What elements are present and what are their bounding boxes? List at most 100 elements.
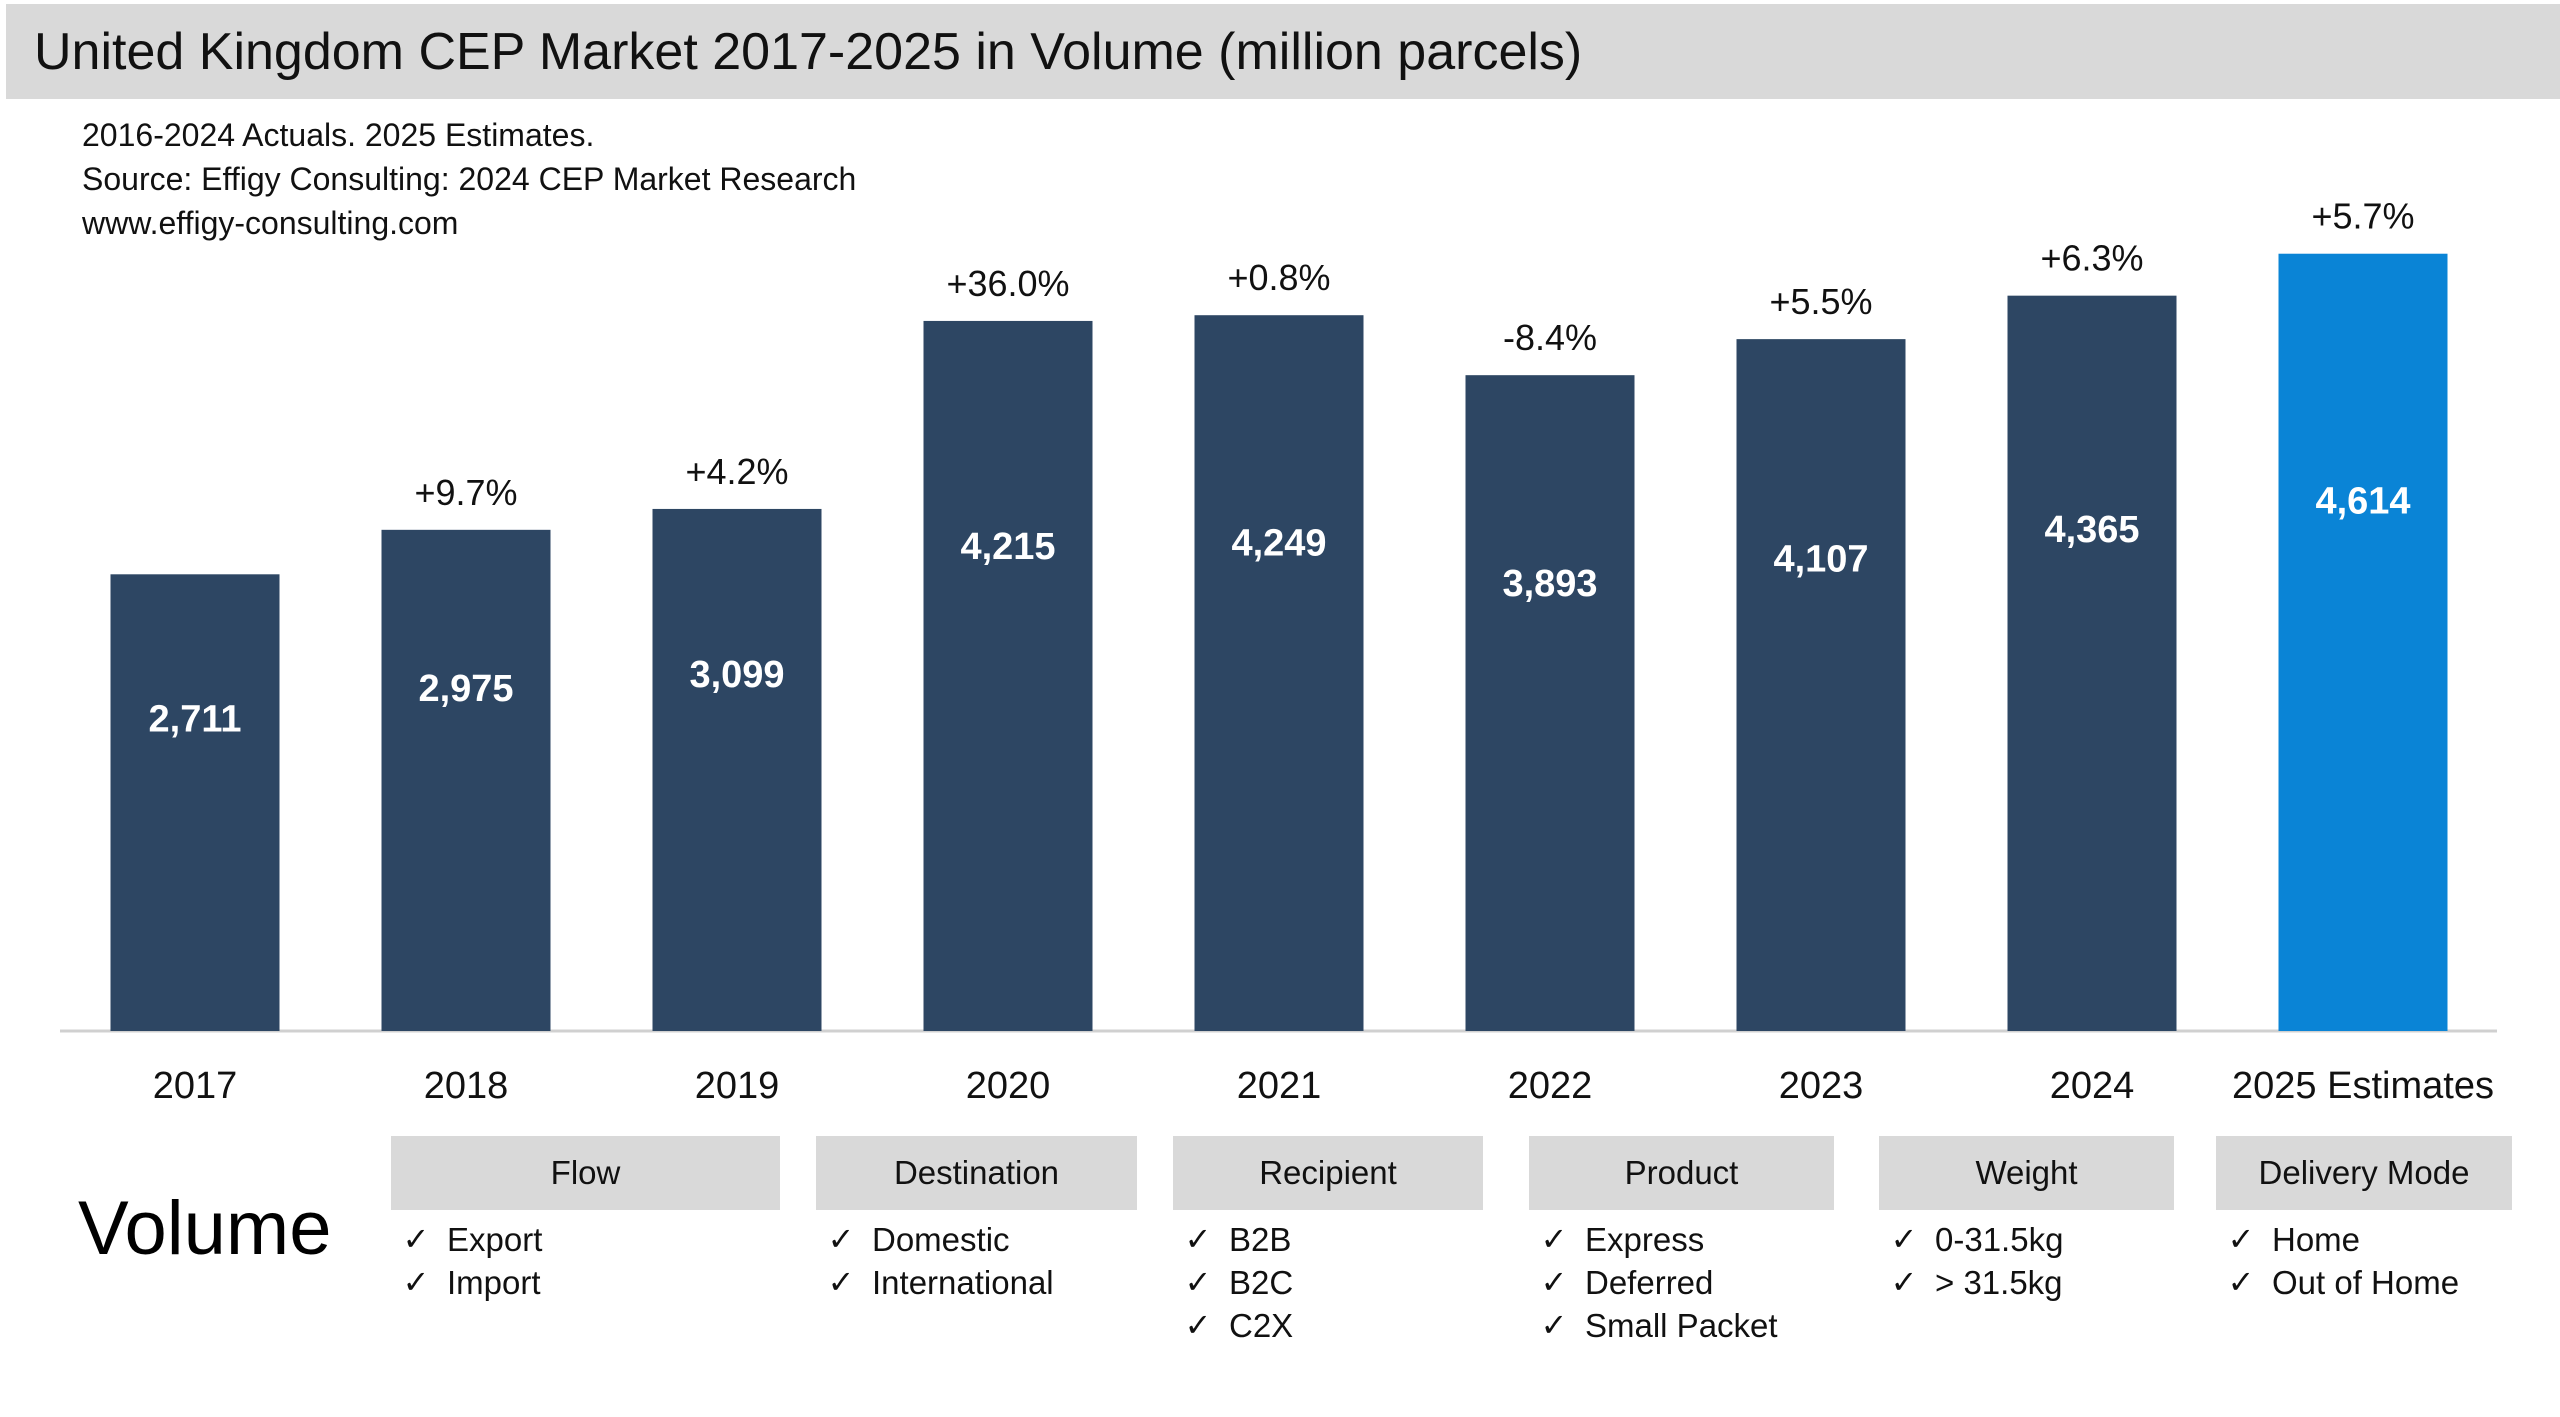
dimension-items: ✓ 0-31.5kg ✓ > 31.5kg — [1879, 1218, 2174, 1304]
bar — [652, 508, 822, 1031]
dimension-header: Destination — [816, 1136, 1137, 1210]
dimension-delivery-mode: Delivery Mode ✓ Home ✓ Out of Home — [2216, 1136, 2512, 1304]
note-source: Source: Effigy Consulting: 2024 CEP Mark… — [82, 161, 857, 197]
dimension-header: Delivery Mode — [2216, 1136, 2512, 1210]
check-icon: ✓ — [1890, 1220, 1918, 1258]
bar-chart: 2,711 2017 2,975 +9.7% 2018 3,099 +4.2% 2019 4,2… — [60, 196, 2497, 1107]
dimension-recipient: Recipient ✓ B2B ✓ B2C ✓ C2X — [1173, 1136, 1483, 1347]
check-icon: ✓ — [1184, 1306, 1212, 1344]
item-label: Out of Home — [2272, 1264, 2460, 1301]
note-actuals: 2016-2024 Actuals. 2025 Estimates. — [82, 117, 595, 153]
item-label: > 31.5kg — [1935, 1264, 2063, 1301]
item-label: Domestic — [872, 1221, 1010, 1258]
dimension-items: ✓ Express ✓ Deferred ✓ Small Packet — [1529, 1218, 1834, 1347]
dimension-items: ✓ Domestic ✓ International — [816, 1218, 1137, 1304]
data-label: 4,614 — [2315, 480, 2410, 522]
item-label: B2C — [1229, 1264, 1294, 1301]
data-label: 4,107 — [1773, 539, 1868, 581]
data-label: 3,893 — [1502, 563, 1597, 605]
item-label: Small Packet — [1585, 1307, 1778, 1344]
bar — [2278, 253, 2448, 1032]
item-label: B2B — [1229, 1221, 1292, 1258]
data-label: 4,249 — [1231, 522, 1326, 564]
data-label: 3,099 — [689, 654, 784, 696]
item-label: Deferred — [1585, 1264, 1714, 1301]
check-icon: ✓ — [2227, 1263, 2255, 1301]
x-tick-label: 2022 — [1508, 1065, 1593, 1107]
x-tick-label: 2017 — [153, 1065, 238, 1107]
dimension-product: Product ✓ Express ✓ Deferred ✓ Small Packet — [1529, 1136, 1834, 1347]
check-icon: ✓ — [1184, 1220, 1212, 1258]
data-label: 4,365 — [2044, 509, 2139, 551]
data-label: 2,975 — [418, 668, 513, 710]
dimension-items: ✓ Home ✓ Out of Home — [2216, 1218, 2512, 1304]
check-icon: ✓ — [2227, 1220, 2255, 1258]
item-label: Import — [447, 1264, 541, 1301]
volume-label: Volume — [78, 1186, 332, 1271]
item-label: 0-31.5kg — [1935, 1221, 2064, 1258]
dimension-items: ✓ B2B ✓ B2C ✓ C2X — [1173, 1218, 1483, 1347]
title-bar: United Kingdom CEP Market 2017-2025 in V… — [6, 4, 2560, 99]
list-item: ✓ Express — [1529, 1218, 1834, 1261]
check-icon: ✓ — [1184, 1263, 1212, 1301]
check-icon: ✓ — [402, 1263, 430, 1301]
growth-label: +5.7% — [2311, 196, 2414, 237]
x-tick-label: 2025 Estimates — [2232, 1065, 2494, 1107]
check-icon: ✓ — [1540, 1263, 1568, 1301]
list-item: ✓ International — [816, 1261, 1137, 1304]
dimension-header: Weight — [1879, 1136, 2174, 1210]
check-icon: ✓ — [1890, 1263, 1918, 1301]
bar — [1736, 339, 1906, 1032]
list-item: ✓ Small Packet — [1529, 1304, 1834, 1347]
x-tick-label: 2019 — [695, 1065, 780, 1107]
x-tick-label: 2024 — [2050, 1065, 2135, 1107]
item-label: International — [872, 1264, 1054, 1301]
growth-label: +9.7% — [414, 472, 517, 513]
dimension-destination: Destination ✓ Domestic ✓ International — [816, 1136, 1137, 1304]
check-icon: ✓ — [1540, 1220, 1568, 1258]
item-label: C2X — [1229, 1307, 1294, 1344]
list-item: ✓ Home — [2216, 1218, 2512, 1261]
check-icon: ✓ — [827, 1220, 855, 1258]
dimension-flow: Flow ✓ Export ✓ Import — [391, 1136, 780, 1304]
list-item: ✓ Domestic — [816, 1218, 1137, 1261]
bar — [2007, 295, 2177, 1031]
bar — [1194, 315, 1364, 1031]
dimension-header: Product — [1529, 1136, 1834, 1210]
x-tick-label: 2020 — [966, 1065, 1051, 1107]
check-icon: ✓ — [1540, 1306, 1568, 1344]
item-label: Export — [447, 1221, 543, 1258]
growth-label: +36.0% — [946, 263, 1069, 304]
list-item: ✓ Out of Home — [2216, 1261, 2512, 1304]
list-item: ✓ B2B — [1173, 1218, 1483, 1261]
bar — [923, 320, 1093, 1032]
list-item: ✓ Deferred — [1529, 1261, 1834, 1304]
note-website: www.effigy-consulting.com — [82, 205, 459, 241]
data-label: 2,711 — [149, 698, 242, 740]
notes: 2016-2024 Actuals. 2025 Estimates. Sourc… — [82, 113, 856, 245]
growth-label: +6.3% — [2040, 238, 2143, 279]
x-tick-label: 2023 — [1779, 1065, 1864, 1107]
item-label: Express — [1585, 1221, 1705, 1258]
data-label: 4,215 — [960, 526, 1055, 568]
bar — [381, 529, 551, 1031]
growth-label: -8.4% — [1503, 317, 1597, 358]
chart-title: United Kingdom CEP Market 2017-2025 in V… — [34, 23, 1583, 81]
list-item: ✓ Import — [391, 1261, 780, 1304]
list-item: ✓ B2C — [1173, 1261, 1483, 1304]
list-item: ✓ Export — [391, 1218, 780, 1261]
growth-label: +0.8% — [1227, 257, 1330, 298]
list-item: ✓ C2X — [1173, 1304, 1483, 1347]
bar — [110, 574, 280, 1031]
dimension-header: Flow — [391, 1136, 780, 1210]
check-icon: ✓ — [402, 1220, 430, 1258]
dimension-weight: Weight ✓ 0-31.5kg ✓ > 31.5kg — [1879, 1136, 2174, 1304]
list-item: ✓ 0-31.5kg — [1879, 1218, 2174, 1261]
list-item: ✓ > 31.5kg — [1879, 1261, 2174, 1304]
check-icon: ✓ — [827, 1263, 855, 1301]
x-tick-label: 2021 — [1237, 1065, 1322, 1107]
dimension-items: ✓ Export ✓ Import — [391, 1218, 780, 1304]
dimension-header: Recipient — [1173, 1136, 1483, 1210]
growth-label: +4.2% — [685, 451, 788, 492]
growth-label: +5.5% — [1769, 281, 1872, 322]
